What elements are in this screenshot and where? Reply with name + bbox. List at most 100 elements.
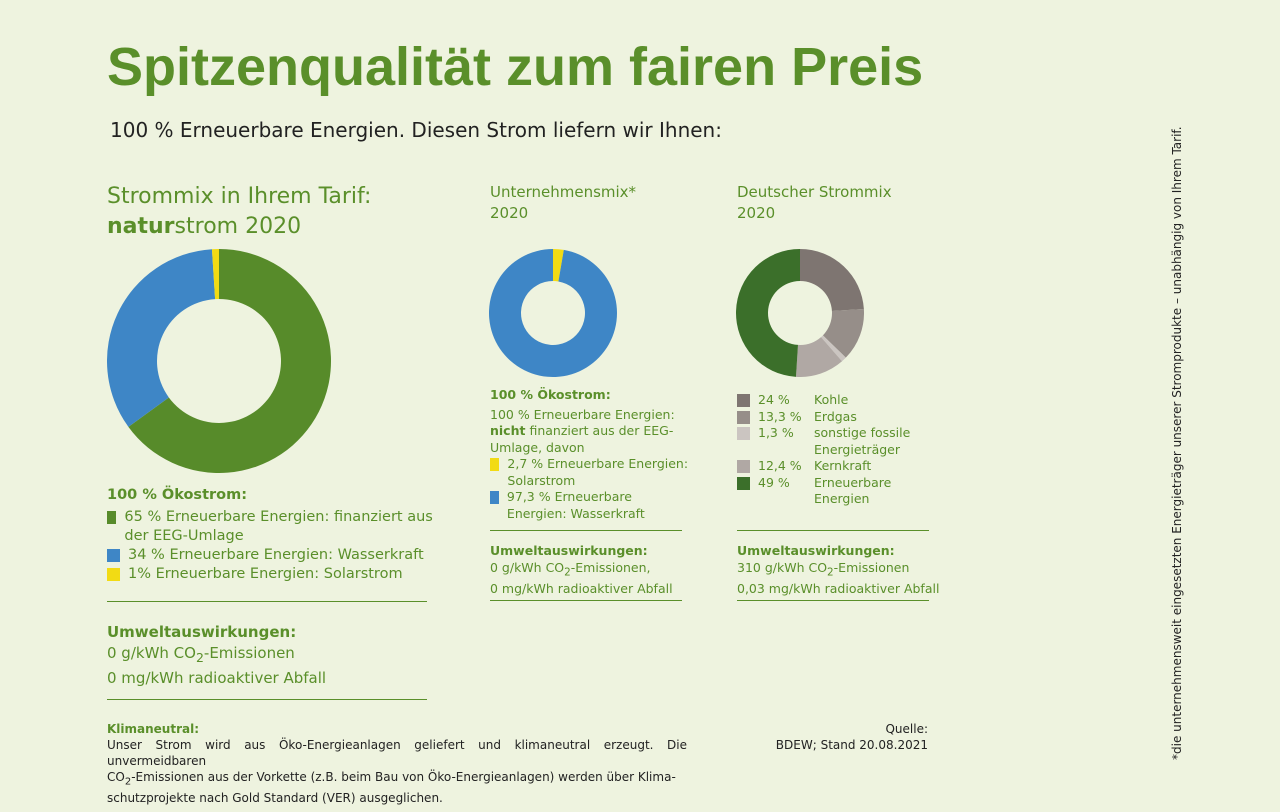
legend-item: 1% Erneuerbare Energien: Solarstrom bbox=[107, 565, 437, 584]
source-text: BDEW; Stand 20.08.2021 bbox=[775, 738, 928, 752]
tariff-legend: 100 % Ökostrom: 65 % Erneuerbare Energie… bbox=[107, 486, 437, 584]
env-waste: 0 mg/kWh radioaktiver Abfall bbox=[490, 580, 673, 596]
germany-env: Umweltauswirkungen: 310 g/kWh CO2-Emissi… bbox=[737, 543, 939, 597]
company-heading: Unternehmensmix* 2020 bbox=[490, 182, 636, 224]
env-waste: 0,03 mg/kWh radioaktiver Abfall bbox=[737, 580, 940, 596]
legend-label: 65 % Erneuerbare Energien: finanziert au… bbox=[124, 509, 433, 544]
side-note: *die unternehmensweit eingesetzten Energ… bbox=[1170, 126, 1184, 760]
tariff-heading: Strommix in Ihrem Tarif: naturstrom 2020 bbox=[107, 182, 371, 242]
legend-item: 97,3 % Erneuerbare Energien: Wasserkraft bbox=[490, 489, 690, 522]
tariff-donut bbox=[107, 249, 331, 473]
env-co2: 0 g/kWh CO2-Emissionen bbox=[107, 643, 326, 668]
co2-post: -Emissionen bbox=[833, 559, 910, 575]
intro-bold: nicht bbox=[490, 423, 526, 438]
intro-rest: finanziert aus der EEG-Umlage, davon bbox=[490, 423, 674, 455]
subtitle: 100 % Erneuerbare Energien. Diesen Strom… bbox=[110, 118, 722, 142]
legend-pct: 12,4 % bbox=[758, 458, 802, 473]
env-co2: 310 g/kWh CO2-Emissionen bbox=[737, 560, 939, 581]
donut-slice-sonstige-fossile-energieträger bbox=[821, 335, 846, 362]
donut-slice-erneuerbare-energien bbox=[736, 249, 800, 377]
legend-label: sonstige fossile Energieträger bbox=[814, 425, 911, 457]
company-donut bbox=[489, 249, 617, 377]
co2-post: -Emissionen bbox=[203, 644, 295, 662]
company-intro: 100 % Erneuerbare Energien: bbox=[490, 406, 675, 422]
legend-swatch bbox=[107, 549, 120, 562]
donut-slice-kernkraft bbox=[795, 337, 843, 377]
klima-line: Unser Strom wird aus Öko-Energieanlagen … bbox=[107, 738, 687, 768]
divider bbox=[490, 530, 682, 531]
co2-sub: 2 bbox=[827, 566, 834, 578]
legend-swatch bbox=[107, 511, 117, 524]
donut-slice-solarstrom bbox=[553, 249, 564, 282]
legend-label: 97,3 % Erneuerbare Energien: Wasserkraft bbox=[506, 489, 645, 521]
co2-sub: 2 bbox=[195, 650, 204, 665]
legend-swatch bbox=[737, 476, 750, 490]
env-waste: 0 mg/kWh radioaktiver Abfall bbox=[107, 669, 327, 687]
brand-bold: natur bbox=[107, 214, 175, 239]
klima-title: Klimaneutral: bbox=[107, 722, 200, 736]
legend-label: Kernkraft bbox=[814, 458, 872, 473]
germany-heading-1: Deutscher Strommix bbox=[737, 183, 892, 201]
germany-legend: 24 % Kohle 13,3 % Erdgas 1,3 % sonstige fossi… bbox=[737, 392, 937, 508]
legend-item: 65 % Erneuerbare Energien: finanziert au… bbox=[107, 508, 437, 546]
legend-swatch bbox=[737, 427, 750, 440]
page-title: Spitzenqualität zum fairen Preis bbox=[107, 37, 924, 97]
co2-sub: 2 bbox=[564, 566, 571, 578]
legend-swatch bbox=[737, 410, 750, 424]
legend-item: 13,3 % Erdgas bbox=[737, 409, 937, 426]
legend-swatch bbox=[490, 458, 500, 471]
co2-text: 0 g/kWh CO bbox=[490, 559, 565, 575]
source-title: Quelle: bbox=[885, 722, 928, 736]
company-heading-2: 2020 bbox=[490, 204, 529, 222]
donut-slice-wasserkraft bbox=[489, 249, 617, 377]
donut-slice-solarstrom bbox=[211, 249, 219, 300]
donut-slice-wasserkraft bbox=[107, 249, 216, 427]
tariff-env: Umweltauswirkungen: 0 g/kWh CO2-Emission… bbox=[107, 622, 326, 689]
legend-item: 1,3 % sonstige fossile Energieträger bbox=[737, 425, 937, 458]
legend-item: 2,7 % Erneuerbare Energien: Solarstrom bbox=[490, 456, 690, 489]
co2-text: 310 g/kWh CO bbox=[737, 559, 828, 575]
env-title: Umweltauswirkungen: bbox=[107, 623, 297, 641]
donut-slice-erneuerbare-energien-eeg-umlage- bbox=[128, 249, 331, 473]
legend-label: Erdgas bbox=[814, 408, 857, 424]
tariff-oeko: 100 % Ökostrom: bbox=[107, 487, 248, 503]
env-title: Umweltauswirkungen: bbox=[737, 543, 895, 558]
company-legend: 100 % Ökostrom: 100 % Erneuerbare Energi… bbox=[490, 387, 690, 522]
source: Quelle: BDEW; Stand 20.08.2021 bbox=[740, 721, 928, 753]
klima-line: schutzprojekte nach Gold Standard (VER) … bbox=[107, 791, 443, 806]
divider bbox=[737, 530, 929, 531]
legend-label: 34 % Erneuerbare Energien: Wasserkraft bbox=[128, 547, 424, 563]
legend-pct: 13,3 % bbox=[758, 408, 802, 424]
legend-item: 34 % Erneuerbare Energien: Wasserkraft bbox=[107, 546, 437, 565]
donut-slice-kohle bbox=[800, 249, 864, 311]
tariff-heading-text: Strommix in Ihrem Tarif: bbox=[107, 184, 372, 209]
klima-line: CO2-Emissionen aus der Vorkette (z.B. be… bbox=[107, 769, 687, 790]
legend-label: 2,7 % Erneuerbare Energien: Solarstrom bbox=[507, 456, 689, 488]
divider bbox=[490, 600, 682, 601]
klima-note: Klimaneutral: Unser Strom wird aus Öko-E… bbox=[107, 721, 687, 806]
legend-swatch bbox=[737, 394, 750, 407]
legend-swatch bbox=[107, 568, 120, 581]
co2-sub: 2 bbox=[124, 776, 132, 788]
legend-pct: 49 % bbox=[758, 474, 790, 490]
divider bbox=[737, 600, 929, 601]
legend-swatch bbox=[737, 460, 750, 473]
divider bbox=[107, 601, 427, 602]
company-heading-1: Unternehmensmix* bbox=[490, 183, 637, 201]
legend-item: 24 % Kohle bbox=[737, 392, 937, 409]
legend-label: Kohle bbox=[814, 392, 849, 407]
company-env: Umweltauswirkungen: 0 g/kWh CO2-Emission… bbox=[490, 543, 673, 597]
env-co2: 0 g/kWh CO2-Emissionen, bbox=[490, 560, 673, 581]
legend-pct: 1,3 % bbox=[758, 425, 794, 440]
co2-text: CO bbox=[107, 770, 125, 784]
legend-pct: 24 % bbox=[758, 392, 790, 407]
co2-post: -Emissionen, bbox=[570, 559, 651, 575]
brand-rest: strom 2020 bbox=[174, 214, 302, 239]
klima-text: -Emissionen aus der Vorkette (z.B. beim … bbox=[131, 770, 676, 784]
germany-heading: Deutscher Strommix 2020 bbox=[737, 182, 892, 224]
env-title: Umweltauswirkungen: bbox=[490, 543, 648, 558]
legend-item: 49 % Erneuerbare Energien bbox=[737, 475, 937, 508]
divider bbox=[107, 699, 427, 700]
legend-item: 12,4 % Kernkraft bbox=[737, 458, 937, 475]
donut-slice-erdgas bbox=[822, 308, 864, 358]
